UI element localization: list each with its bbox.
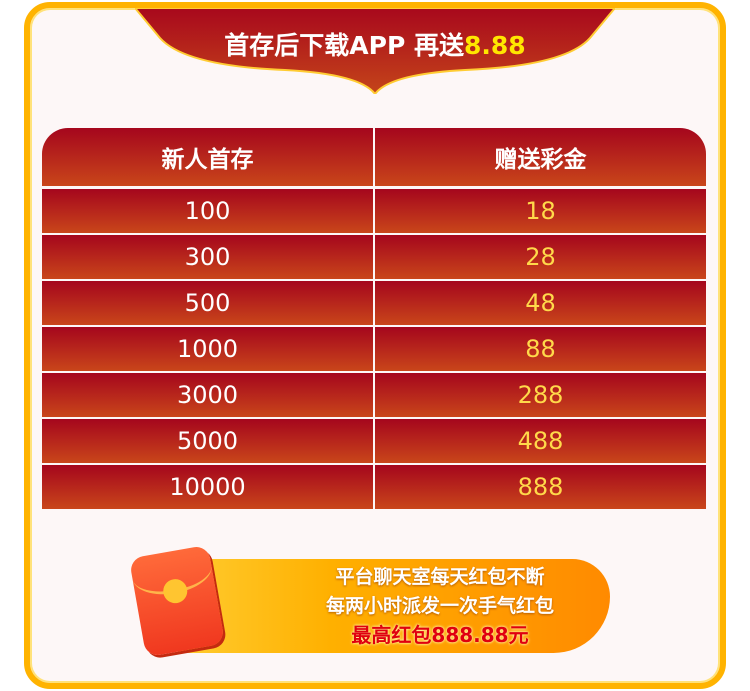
promo-line-3: 最高红包888.88元 — [351, 623, 529, 647]
header-bonus: 赠送彩金 — [375, 128, 706, 186]
deposit-amount: 10000 — [42, 465, 373, 509]
table-row: 5000 488 — [42, 419, 706, 463]
promo-line-1: 平台聊天室每天红包不断 — [335, 566, 545, 588]
deposit-amount: 5000 — [42, 419, 373, 463]
banner-shape — [135, 8, 615, 94]
table-row: 10000 888 — [42, 465, 706, 509]
red-envelope-icon — [128, 544, 226, 658]
banner-title: 首存后下载APP 再送8.88 — [224, 31, 526, 60]
bonus-amount: 488 — [375, 419, 706, 463]
promo-pill — [145, 559, 610, 653]
table-row: 3000 288 — [42, 373, 706, 417]
deposit-amount: 1000 — [42, 327, 373, 371]
table-row: 500 48 — [42, 281, 706, 325]
bonus-amount: 28 — [375, 235, 706, 279]
table-row: 1000 88 — [42, 327, 706, 371]
deposit-amount: 3000 — [42, 373, 373, 417]
bonus-amount: 48 — [375, 281, 706, 325]
bonus-amount: 288 — [375, 373, 706, 417]
bonus-amount: 18 — [375, 189, 706, 233]
table-row: 100 18 — [42, 189, 706, 233]
bonus-table: 新人首存 赠送彩金 100 18 300 28 500 48 1000 88 3000 288 50… — [42, 128, 706, 511]
table-header: 新人首存 赠送彩金 — [42, 128, 706, 186]
chatroom-promo-banner[interactable]: 平台聊天室每天红包不断 每两小时派发一次手气红包 最高红包888.88元 — [125, 544, 615, 658]
bonus-amount: 88 — [375, 327, 706, 371]
deposit-amount: 300 — [42, 235, 373, 279]
deposit-amount: 500 — [42, 281, 373, 325]
promo-line-2: 每两小时派发一次手气红包 — [325, 595, 554, 617]
bonus-amount: 888 — [375, 465, 706, 509]
deposit-amount: 100 — [42, 189, 373, 233]
top-banner: 首存后下载APP 再送8.88 — [135, 8, 615, 94]
header-deposit: 新人首存 — [42, 128, 373, 186]
table-row: 300 28 — [42, 235, 706, 279]
